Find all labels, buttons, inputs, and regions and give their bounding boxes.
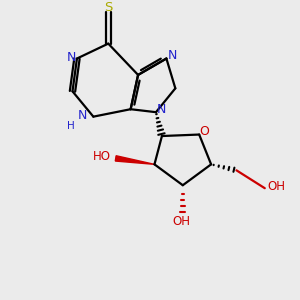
Text: N: N [168,49,177,62]
Text: O: O [200,125,209,138]
Text: HO: HO [93,150,111,164]
Text: N: N [157,103,166,116]
Text: OH: OH [268,180,286,193]
Text: N: N [78,109,88,122]
Polygon shape [115,156,154,164]
Text: H: H [67,121,75,130]
Text: OH: OH [172,215,190,228]
Text: S: S [104,1,112,14]
Text: N: N [66,50,76,64]
